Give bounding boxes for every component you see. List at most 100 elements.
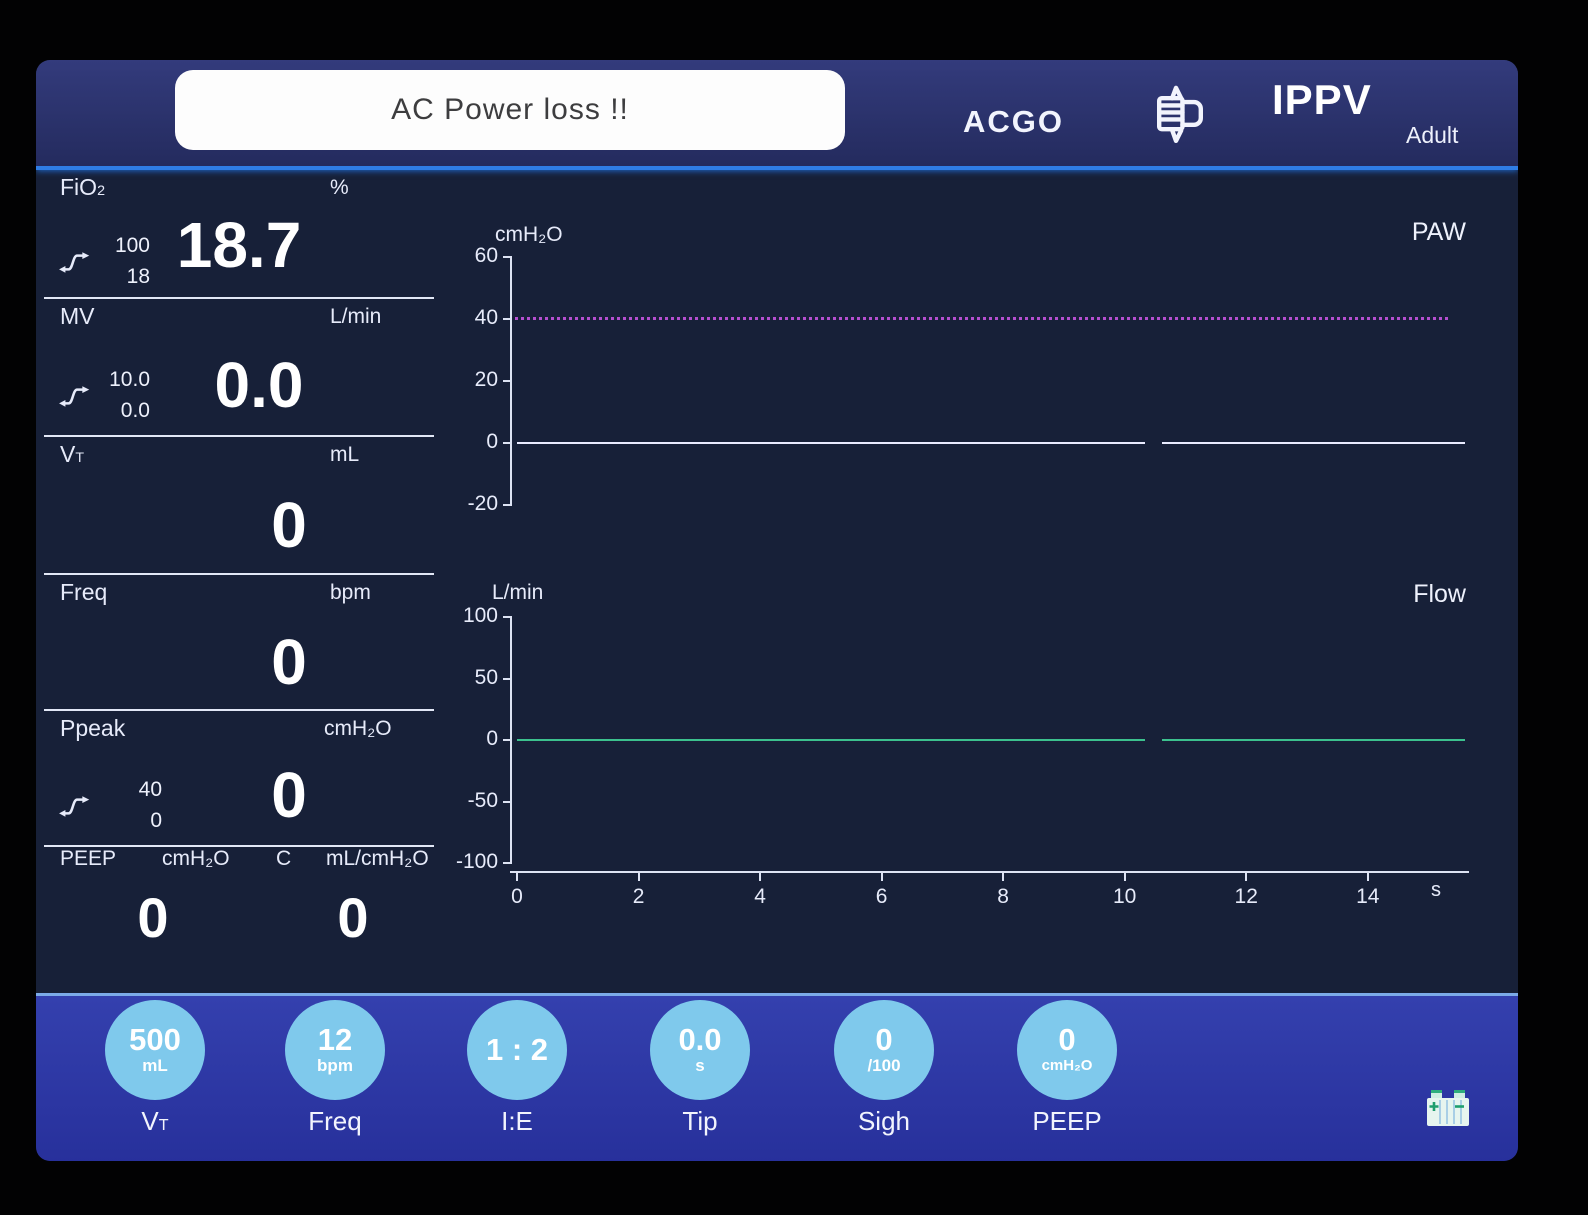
waveform-segment (517, 739, 1145, 741)
x-axis-unit: s (1431, 879, 1441, 901)
param-ppeak: Ppeak cmH₂O 0 40 0 (44, 711, 436, 845)
setting-peep: 0 cmH₂O PEEP (997, 998, 1137, 1158)
y-tick-label: 20 (474, 368, 498, 391)
alarm-limit-low: 18 (126, 265, 150, 288)
x-tick-label: 2 (632, 885, 645, 908)
setting-freq-unit: bpm (317, 1056, 353, 1075)
paw-chart-unit-label: cmH₂O (495, 223, 563, 246)
param-vt: VT mL 0 (44, 437, 436, 573)
y-tick (503, 256, 510, 258)
param-freq-value: 0 (271, 626, 307, 698)
paw-chart-title: PAW (1411, 218, 1466, 246)
param-fio2-value: 18.7 (176, 209, 302, 281)
y-tick-label: 100 (462, 604, 498, 627)
setting-freq: 12 bpm Freq (265, 998, 405, 1158)
param-peep-value: 0 (137, 886, 169, 949)
x-tick (516, 873, 518, 881)
param-peep-label: PEEP (60, 847, 117, 870)
alarm-banner[interactable]: AC Power loss !! (175, 70, 845, 150)
panel-divider (44, 709, 434, 711)
y-tick (503, 442, 510, 444)
param-peep-compliance-row: PEEP cmH₂O C mL/cmH₂O 0 0 (44, 847, 436, 987)
param-vt-value: 0 (271, 489, 307, 561)
setting-peep-label: PEEP (1032, 1106, 1102, 1136)
x-tick (1123, 873, 1126, 881)
ppeak-alarm-limits: 40 0 (58, 774, 208, 846)
x-tick (1002, 873, 1005, 881)
setting-sigh-unit: /100 (867, 1056, 901, 1075)
ventilator-screen: AC Power loss !! ACGO IPPV Adult FiO2 % … (36, 60, 1518, 1161)
alarm-limits-icon (58, 792, 94, 825)
y-tick-label: -20 (467, 492, 498, 515)
battery-icon (1424, 1086, 1472, 1135)
y-tick (503, 862, 510, 864)
setting-tip-button[interactable]: 0.0 s (650, 1000, 750, 1100)
x-tick (880, 873, 883, 881)
alarm-limits-icon (58, 382, 94, 415)
y-axis (510, 616, 512, 864)
setting-tip: 0.0 s Tip (630, 998, 770, 1158)
panel-divider (44, 435, 434, 437)
setting-tip-unit: s (695, 1056, 705, 1075)
top-bar: AC Power loss !! ACGO IPPV Adult (36, 60, 1518, 170)
x-tick-label: 14 (1356, 885, 1380, 908)
flow-chart-unit-label: L/min (492, 581, 544, 604)
setting-vt-button[interactable]: 500 mL (105, 1000, 205, 1100)
y-tick (503, 677, 510, 680)
setting-vt: 500 mL VT (85, 998, 225, 1158)
y-tick (503, 616, 510, 618)
alarm-limit-low: 0.0 (120, 399, 150, 422)
acgo-label: ACGO (963, 104, 1064, 139)
setting-freq-label: Freq (308, 1106, 362, 1136)
param-fio2: FiO2 % 18.7 100 18 (44, 170, 436, 297)
y-tick (503, 739, 510, 741)
param-compliance-label: C (276, 847, 292, 870)
x-tick-label: 12 (1234, 885, 1258, 908)
param-fio2-unit: % (330, 176, 349, 199)
y-tick-label: 0 (486, 727, 498, 750)
param-vt-label: VT (60, 441, 85, 467)
x-tick-label: 6 (875, 885, 888, 908)
alarm-limit-line (515, 317, 1448, 320)
y-tick-label: 40 (474, 306, 498, 329)
x-tick (637, 873, 640, 881)
setting-vt-value: 500 (129, 1022, 181, 1057)
y-tick-label: -100 (455, 850, 498, 873)
param-compliance-value: 0 (337, 886, 369, 949)
setting-peep-button[interactable]: 0 cmH₂O (1017, 1000, 1117, 1100)
alarm-message: AC Power loss !! (391, 93, 629, 126)
param-peep-unit: cmH₂O (162, 847, 230, 870)
alarm-limits-icon (58, 248, 94, 281)
x-tick-label: 10 (1113, 885, 1137, 908)
y-tick-label: 50 (474, 665, 498, 689)
mv-alarm-limits: 10.0 0.0 (58, 364, 208, 436)
param-mv-value: 0.0 (214, 349, 304, 421)
setting-ie-button[interactable]: 1 : 2 (467, 1000, 567, 1100)
waveform-segment (517, 442, 1145, 444)
x-tick-label: 0 (511, 885, 523, 908)
setting-freq-button[interactable]: 12 bpm (285, 1000, 385, 1100)
fio2-alarm-limits: 100 18 (58, 230, 208, 302)
setting-tip-label: Tip (682, 1106, 718, 1136)
setting-ie: 1 : 2 I:E (447, 998, 587, 1158)
manual-ventilation-icon (1142, 84, 1210, 151)
setting-freq-value: 12 (317, 1022, 353, 1057)
flow-chart-title: Flow (1413, 580, 1466, 608)
y-axis (510, 256, 512, 506)
patient-type-label: Adult (1406, 122, 1459, 148)
setting-tip-value: 0.0 (678, 1022, 722, 1057)
param-freq-unit: bpm (330, 581, 371, 604)
param-compliance-unit: mL/cmH₂O (326, 847, 429, 870)
param-mv-unit: L/min (330, 305, 382, 328)
param-vt-unit: mL (330, 443, 360, 466)
setting-vt-unit: mL (142, 1056, 168, 1075)
setting-sigh-value: 0 (875, 1022, 893, 1057)
panel-divider (44, 573, 434, 575)
alarm-limit-high: 10.0 (109, 368, 150, 391)
x-axis (510, 871, 1469, 873)
x-tick (1245, 873, 1248, 881)
waveform-segment (1161, 739, 1465, 741)
y-tick (503, 318, 510, 320)
setting-sigh-button[interactable]: 0 /100 (834, 1000, 934, 1100)
